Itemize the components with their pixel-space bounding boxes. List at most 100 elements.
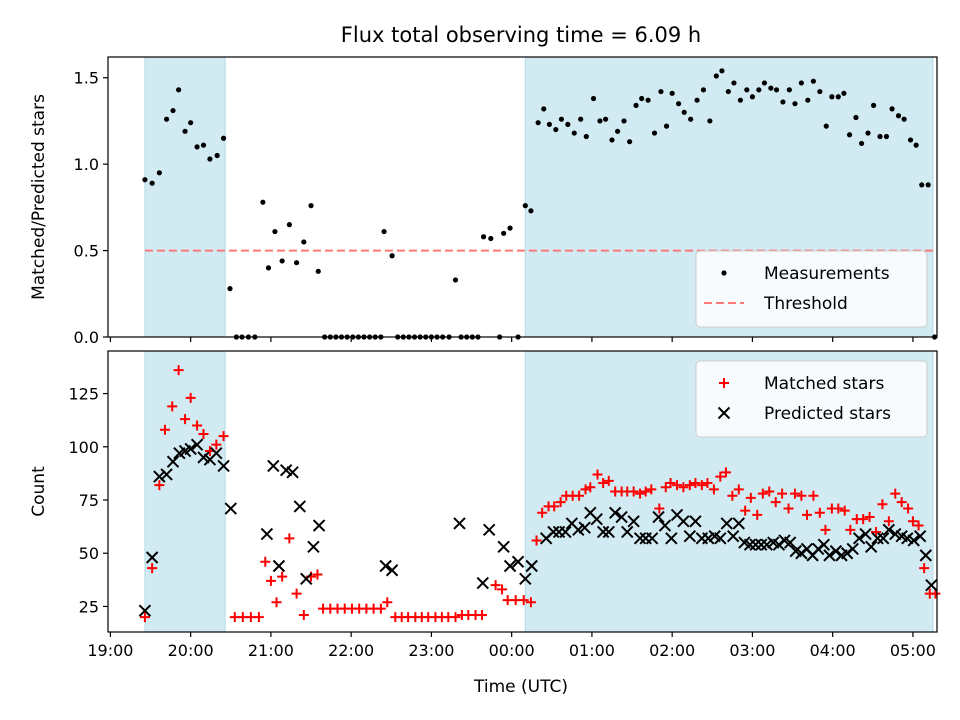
shaded-regions [144, 56, 934, 633]
matched-stars-point [640, 486, 651, 497]
measurements-point [889, 106, 895, 112]
matched-stars-point [696, 480, 707, 491]
predicted-stars-point [224, 502, 237, 515]
matched-stars-point [733, 484, 744, 495]
matched-stars-point [871, 526, 882, 537]
legend-frame [695, 250, 928, 328]
predicted-stars-point [658, 519, 672, 532]
measurements-point [773, 87, 780, 93]
x-tick-label: 19:00 [87, 641, 133, 660]
predicted-stars-point [293, 500, 307, 513]
measurements-point [553, 126, 559, 133]
measurements-point [578, 116, 584, 122]
predicted-stars-point [882, 523, 896, 537]
predicted-stars-point [726, 529, 740, 543]
matched-stars-point [665, 477, 676, 488]
x-tick-label: 21:00 [248, 641, 294, 660]
predicted-stars-point [184, 442, 197, 456]
matched-stars-point [671, 480, 682, 491]
measurements-point [621, 118, 627, 124]
measurements-point [681, 109, 687, 115]
matched-stars-point [833, 503, 844, 514]
predicted-stars-point [677, 515, 690, 528]
measurements-point [713, 73, 719, 79]
matched-stars-point [877, 499, 888, 510]
bottom-panel-y-tick-label: 100 [68, 438, 99, 457]
top-panel-y-tick-label: 0.0 [74, 328, 99, 347]
matched-stars-point [740, 505, 751, 516]
measurements-point [829, 94, 835, 100]
bottom-panel-legend: Matched stars Predicted stars [695, 360, 928, 438]
matched-stars-point [635, 488, 646, 499]
measurements-point [841, 90, 847, 96]
matched-stars-point [265, 575, 276, 586]
matched-stars-point [580, 484, 591, 495]
predicted-stars-point [300, 572, 313, 585]
measurements-point [688, 116, 694, 122]
measurements-point [541, 106, 547, 112]
matched-stars-point [820, 524, 831, 535]
matched-stars-point [185, 392, 196, 403]
matched-stars-point [678, 482, 689, 493]
measurements-point [272, 228, 278, 235]
measurements-point [700, 87, 707, 93]
matched-stars-point [690, 477, 701, 488]
predicted-stars-point [145, 551, 159, 564]
matched-stars-point [913, 520, 924, 531]
predicted-stars-point [823, 549, 836, 562]
measurements-point [528, 208, 534, 214]
measurements-point [182, 128, 188, 134]
matched-stars-point [745, 492, 756, 503]
measurements-point [761, 80, 768, 86]
measurements-point [756, 87, 762, 93]
matched-stars-point [796, 490, 807, 501]
matched-stars-point [497, 584, 508, 595]
predicted-stars-point [590, 512, 603, 526]
measurements-point [846, 132, 853, 138]
bottom-panel-y-axis-label: Count [29, 466, 49, 517]
matched-stars-point [603, 475, 614, 486]
predicted-stars-point [503, 559, 517, 573]
predicted-stars-point [217, 459, 230, 473]
measurements-point [786, 87, 792, 93]
matched-stars-point [702, 477, 713, 488]
measurements-point [565, 121, 571, 128]
matched-stars-point [808, 490, 819, 501]
measurements-point [877, 133, 883, 140]
matched-stars-point [789, 488, 800, 499]
measurements-point [188, 120, 194, 126]
predicted-stars-point [871, 532, 884, 545]
matched-stars-point [770, 497, 781, 508]
measurements-point [207, 156, 213, 162]
predicted-stars-point [267, 459, 280, 473]
measurements-point [895, 113, 902, 119]
measurements-point [176, 87, 182, 93]
predicted-stars-point [511, 555, 525, 568]
measurements-point [694, 97, 700, 103]
legend-measurements-marker [721, 270, 727, 276]
matched-stars-point [159, 424, 170, 435]
predicted-stars-point [453, 517, 466, 530]
matched-stars-point [277, 571, 288, 582]
measurements-point [744, 87, 750, 93]
matched-stars-point [654, 503, 665, 514]
predicted-stars-point [307, 540, 320, 554]
matched-stars-point [173, 365, 184, 376]
measurements-point [452, 277, 459, 283]
x-tick-label: 23:00 [408, 641, 454, 660]
measurements-point [663, 123, 670, 129]
measurements-point [590, 95, 597, 102]
measurements-point [823, 123, 829, 129]
measurements-point [707, 118, 713, 124]
matched-stars-point [253, 612, 264, 623]
matched-stars-point [260, 556, 271, 567]
measurements-point [286, 222, 292, 228]
measurements-point [279, 258, 285, 264]
x-tick-label: 05:00 [890, 641, 936, 660]
predicted-stars-point [260, 527, 274, 541]
measurements-point [214, 152, 220, 159]
matched-stars-point [198, 429, 209, 440]
top-panel-legend: Measurements Threshold [695, 250, 928, 328]
predicted-stars-point [615, 510, 628, 524]
matched-stars-point [727, 490, 738, 501]
